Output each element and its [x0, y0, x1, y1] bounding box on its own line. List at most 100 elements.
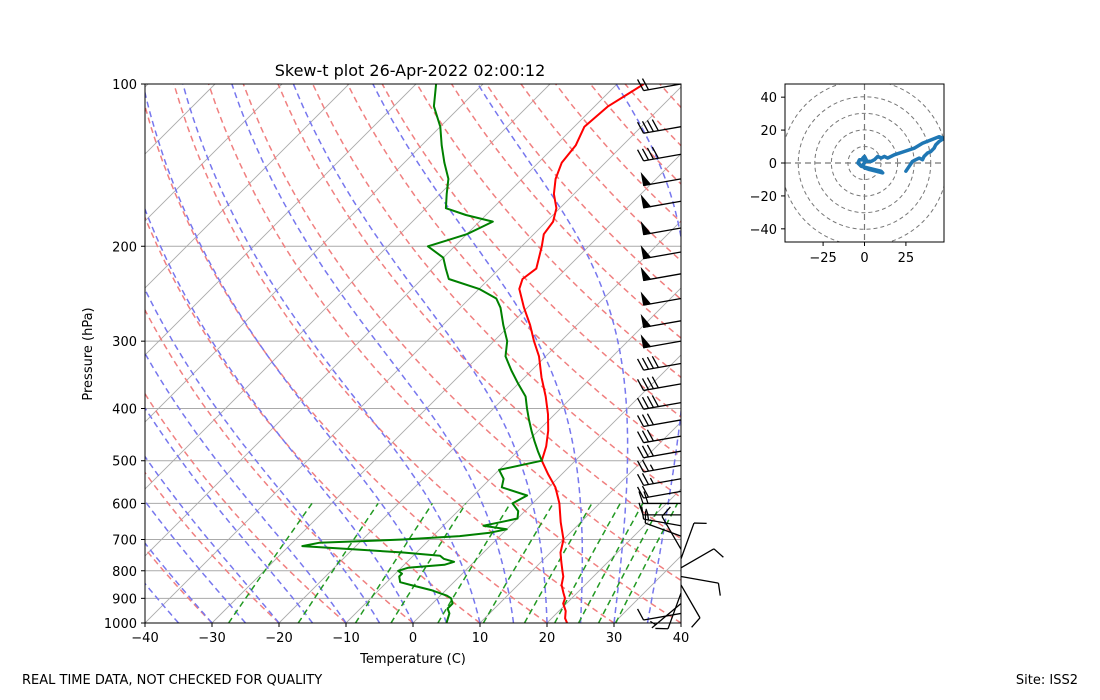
mixing-ratio-line: [354, 502, 434, 623]
wind-barb: [636, 119, 682, 134]
isotherm-line: [412, 354, 681, 623]
isotherm-line: [211, 153, 681, 623]
wind-barb: [636, 146, 682, 162]
isotherm-line: [145, 86, 681, 623]
wind-barb: [636, 485, 682, 499]
isotherm-line: [145, 84, 283, 222]
hodo-x-tick-label: 25: [898, 251, 915, 266]
moist-adiabat-line: [145, 89, 448, 623]
isotherm-line: [479, 421, 681, 623]
y-tick-label: 400: [112, 403, 137, 418]
quality-note: REAL TIME DATA, NOT CHECKED FOR QUALITY: [22, 673, 323, 688]
y-tick-label: 200: [112, 240, 137, 255]
x-tick-label: 10: [472, 631, 489, 646]
dry-adiabat-line: [659, 84, 681, 109]
moist-adiabat-line: [145, 541, 213, 623]
mixing-ratio-line: [297, 502, 379, 623]
wind-barb: [640, 194, 682, 209]
wind-barb: [680, 584, 701, 628]
hodo-y-tick-label: −40: [750, 223, 777, 238]
wind-barb: [636, 356, 682, 371]
dry-adiabat-line: [207, 84, 681, 623]
y-tick-label: 800: [112, 565, 137, 580]
wind-barb: [680, 575, 721, 596]
skewt-x-axis-label: Temperature (C): [359, 652, 466, 667]
x-tick-label: −20: [265, 631, 292, 646]
moist-adiabat-line: [145, 499, 247, 623]
y-tick-label: 100: [112, 78, 137, 93]
x-tick-label: −40: [131, 631, 158, 646]
y-tick-label: 600: [112, 497, 137, 512]
wind-barb: [636, 444, 682, 459]
dry-adiabat-line: [589, 84, 681, 185]
y-tick-label: 300: [112, 335, 137, 350]
wind-barb: [640, 171, 682, 187]
skewt-plot-area: [0, 84, 1100, 623]
dry-adiabat-line: [145, 103, 548, 623]
skewt-y-ticks: 100 200 300 400 500 600 700 800 900 1000: [104, 78, 145, 632]
dewpoint-trace: [301, 84, 543, 623]
dry-adiabat-line: [520, 84, 681, 262]
x-tick-label: 20: [539, 631, 556, 646]
dry-adiabat-line: [764, 84, 1100, 623]
hodo-y-tick-label: −20: [750, 190, 777, 205]
y-tick-label: 900: [112, 592, 137, 607]
skewt-y-axis-label: Pressure (hPa): [81, 307, 96, 400]
dry-adiabat-line: [312, 84, 681, 499]
hodograph-panel: −25 0 25 −40 −20 0 20 40: [750, 83, 945, 266]
isotherm-line: [145, 84, 551, 490]
wind-barb: [644, 510, 682, 537]
isotherm-line: [145, 84, 216, 155]
dry-adiabat-line: [277, 84, 681, 540]
moist-adiabat-line: [145, 455, 280, 623]
wind-barb: [636, 459, 682, 473]
x-tick-label: 30: [606, 631, 623, 646]
dry-adiabat-line: [145, 392, 347, 623]
moist-adiabat-line: [615, 84, 681, 623]
x-tick-label: −10: [332, 631, 359, 646]
y-tick-label: 700: [112, 534, 137, 549]
dry-adiabat-line: [145, 471, 280, 623]
hodo-y-tick-label: 20: [760, 124, 777, 139]
skewt-panel: −40 −30 −20 −10 0 10 20 30 40 100200300400500600…: [0, 61, 1100, 667]
dry-adiabat-line: [416, 84, 681, 379]
isotherm-line: [345, 287, 681, 623]
wind-barb: [641, 506, 682, 527]
moist-adiabat-line: [292, 84, 548, 623]
wind-barb: [640, 313, 682, 329]
wind-barb: [680, 522, 707, 559]
moist-adiabat-line: [182, 84, 481, 623]
dry-adiabat-line: [485, 84, 681, 301]
mixing-ratio-line: [227, 502, 313, 623]
isotherm-line: [145, 84, 417, 356]
isotherm-line: [145, 84, 350, 289]
wind-barb: [636, 608, 682, 621]
hodo-x-tick-label: −25: [809, 251, 836, 266]
hodo-x-tick-label: 0: [860, 251, 868, 266]
moist-adiabat-line: [145, 406, 314, 623]
wind-barb: [636, 473, 682, 486]
moist-adiabat-line: [145, 287, 381, 623]
wind-barb: [636, 395, 682, 410]
wind-barb: [638, 491, 681, 505]
wind-barb: [655, 592, 682, 630]
mixing-ratio-line: [597, 503, 663, 623]
moist-adiabat-line: [680, 619, 681, 623]
dry-adiabat-line: [173, 84, 615, 623]
hodograph-trace: [856, 134, 944, 175]
wind-barb: [636, 78, 682, 92]
x-tick-label: 40: [673, 631, 690, 646]
hodograph-plot-area: [785, 84, 944, 242]
mixing-ratio-line: [577, 503, 644, 623]
wind-barb: [640, 334, 682, 349]
hodograph-ticks: −25 0 25 −40 −20 0 20 40: [750, 91, 915, 266]
moist-adiabat-line: [477, 84, 629, 623]
isotherm-line: [680, 622, 681, 623]
isotherm-line: [0, 84, 81, 623]
dry-adiabat-line: [450, 84, 681, 340]
hodo-y-tick-label: 0: [769, 157, 777, 172]
x-tick-label: 0: [409, 631, 417, 646]
dry-adiabat-line: [145, 547, 213, 623]
moist-adiabat-line: [372, 84, 584, 623]
